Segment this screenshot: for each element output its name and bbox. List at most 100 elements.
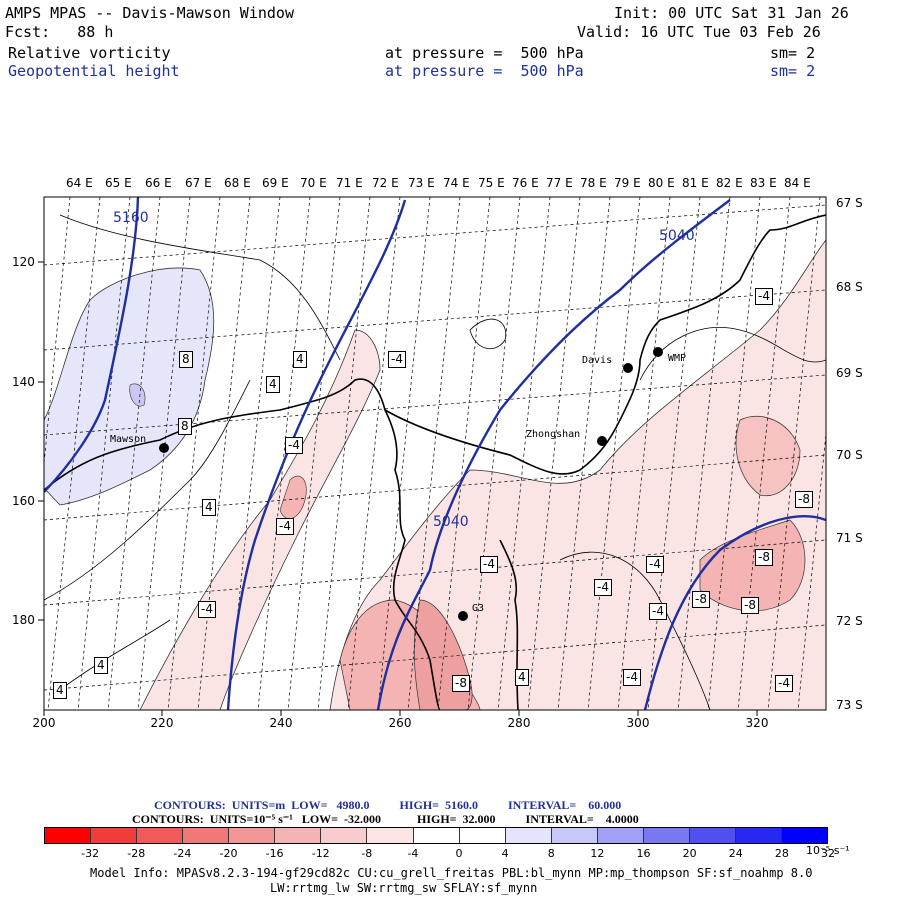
y-tick-label: 160 [12,494,35,508]
vorticity-contour [469,318,507,350]
vorticity-label: 8 [178,418,192,435]
lon-label: 69 E [262,176,289,190]
negative-vorticity-patch [129,383,146,407]
positive-vorticity-core-5 [279,475,307,519]
vorticity-label: -4 [646,556,664,573]
colorbar-swatch [689,828,736,843]
vorticity-label: -8 [741,597,759,614]
lon-label: 80 E [648,176,675,190]
vorticity-label: 4 [202,499,216,516]
vorticity-label: -8 [755,549,773,566]
colorbar-swatch [643,828,690,843]
colorbar-label: -12 [311,847,330,860]
colorbar-label: 28 [774,847,789,860]
vorticity-label: 4 [515,669,529,686]
colorbar-label: 24 [728,847,743,860]
colorbar-label: -8 [361,847,373,860]
colorbar-label: -32 [81,847,100,860]
field2-name: Geopotential height [8,62,180,80]
vorticity-contour [59,214,341,361]
x-tick-label: 280 [507,716,531,730]
x-tick-label: 240 [269,716,293,730]
lon-label: 71 E [336,176,363,190]
colorbar-label: -20 [219,847,238,860]
colorbar [44,827,828,844]
map-title: AMPS MPAS -- Davis-Mawson Window [5,4,294,22]
y-tick-label: 180 [12,613,35,627]
colorbar-swatch [321,828,368,843]
colorbar-label: -24 [173,847,192,860]
vorticity-label: -4 [480,556,498,573]
height-contour-5160 [44,197,140,493]
vorticity-label: 4 [53,682,67,699]
vorticity-label: 4 [266,376,280,393]
vorticity-label: -8 [795,491,813,508]
field1-level: at pressure = 500 hPa [385,44,584,62]
lon-label: 76 E [512,176,539,190]
vorticity-label: 4 [94,657,108,674]
lat-label: 69 S [836,366,863,380]
x-tick-label: 320 [745,716,769,730]
lon-label: 78 E [580,176,607,190]
lat-label: 71 S [836,531,863,545]
height-contour-label: 5040 [659,228,695,244]
lat-label: 72 S [836,614,863,628]
contour-info-vorticity: CONTOURS: UNITS=10⁻⁵ s⁻¹ LOW= -32.000 HI… [132,812,639,826]
colorbar-swatch [505,828,552,843]
vorticity-label: -4 [623,669,641,686]
lat-label: 70 S [836,448,863,462]
colorbar-swatch [735,828,782,843]
y-tick-label: 140 [12,375,35,389]
vorticity-label: 4 [293,351,307,368]
colorbar-swatch [782,828,828,843]
model-info-line2: LW:rrtmg_lw SW:rrtmg_sw SFLAY:sf_mynn [270,881,538,895]
positive-vorticity-core-4 [735,416,801,497]
height-contour-east [643,515,826,710]
colorbar-swatch [229,828,276,843]
lon-label: 74 E [443,176,470,190]
vorticity-label: 8 [179,351,193,368]
colorbar-label: 12 [590,847,605,860]
x-tick-label: 300 [626,716,650,730]
vorticity-label: -4 [649,603,667,620]
colorbar-label: 8 [547,847,555,860]
lon-label: 81 E [682,176,709,190]
lat-label: 68 S [836,280,863,294]
station-label-zhongshan: Zhongshan [526,429,581,440]
colorbar-swatch [367,828,414,843]
colorbar-label: 20 [682,847,697,860]
station-label-davis: Davis [582,355,613,366]
station-dot-davis [623,363,633,373]
vorticity-label: -4 [388,351,406,368]
colorbar-swatch [137,828,184,843]
station-dot-g3 [458,611,468,621]
lon-label: 84 E [784,176,811,190]
colorbar-swatch [597,828,644,843]
contour-info-height: CONTOURS: UNITS=m LOW= 4980.0 HIGH= 5160… [154,798,622,812]
field1-smoothing: sm= 2 [770,44,816,62]
graticule [44,197,826,710]
height-contour-5040 [376,199,731,710]
colorbar-swatch [413,828,460,843]
height-contour-label: 5040 [433,514,469,530]
lon-label: 72 E [372,176,399,190]
colorbar-label: 4 [501,847,509,860]
lon-label: 66 E [145,176,172,190]
x-tick-label: 220 [150,716,174,730]
vorticity-label: -8 [452,675,470,692]
colorbar-label: -4 [407,847,419,860]
station-label-g3: G3 [472,603,485,614]
colorbar-label: 0 [455,847,463,860]
valid-time: Valid: 16 UTC Tue 03 Feb 26 [577,23,821,41]
vorticity-contour [59,619,171,691]
lon-label: 68 E [224,176,251,190]
vorticity-label: -4 [775,675,793,692]
lon-label: 83 E [750,176,777,190]
lon-label: 73 E [408,176,435,190]
colorbar-swatch [275,828,322,843]
station-label-wmp: WMP [668,353,687,364]
station-dot-mawson [159,443,169,453]
vorticity-contour [44,379,251,601]
station-dot-wmp [653,347,663,357]
forecast-hour: Fcst: 88 h [5,23,114,41]
